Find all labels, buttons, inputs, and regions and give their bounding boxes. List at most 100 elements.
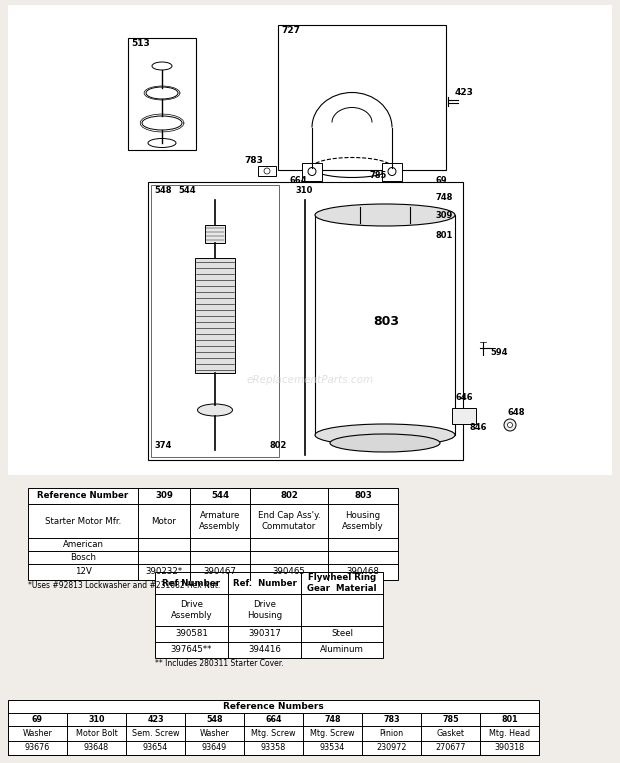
- Text: 310: 310: [88, 715, 105, 724]
- Text: Starter Motor Mfr.: Starter Motor Mfr.: [45, 517, 121, 526]
- Text: 785: 785: [442, 715, 459, 724]
- Text: American: American: [63, 540, 104, 549]
- Text: 12V: 12V: [74, 568, 91, 577]
- Text: Housing
Assembly: Housing Assembly: [342, 511, 384, 531]
- Text: 785: 785: [370, 171, 388, 180]
- Text: 93649: 93649: [202, 743, 227, 752]
- Ellipse shape: [142, 116, 182, 130]
- Text: 727: 727: [281, 26, 300, 35]
- Text: 423: 423: [147, 715, 164, 724]
- Text: Drive
Housing: Drive Housing: [247, 600, 282, 620]
- FancyBboxPatch shape: [151, 185, 279, 457]
- Text: 309: 309: [435, 211, 452, 220]
- Text: Ref.  Number: Ref. Number: [232, 578, 296, 588]
- Text: 548: 548: [206, 715, 223, 724]
- FancyBboxPatch shape: [278, 25, 446, 170]
- FancyBboxPatch shape: [452, 408, 476, 424]
- Text: 230972: 230972: [376, 743, 407, 752]
- Text: eReplacementParts.com: eReplacementParts.com: [246, 375, 374, 385]
- Text: 390467: 390467: [203, 568, 236, 577]
- Text: 783: 783: [383, 715, 400, 724]
- Text: 802: 802: [270, 441, 288, 450]
- Text: Mtg. Head: Mtg. Head: [489, 729, 530, 738]
- Text: 748: 748: [435, 193, 453, 202]
- Text: Drive
Assembly: Drive Assembly: [170, 600, 212, 620]
- Ellipse shape: [148, 139, 176, 147]
- Text: 748: 748: [324, 715, 341, 724]
- Text: 646: 646: [455, 393, 472, 402]
- Bar: [155, 572, 383, 658]
- Ellipse shape: [146, 87, 178, 99]
- Text: 801: 801: [501, 715, 518, 724]
- Ellipse shape: [198, 404, 232, 416]
- Text: Motor: Motor: [151, 517, 177, 526]
- Text: ** Includes 280311 Starter Cover.: ** Includes 280311 Starter Cover.: [155, 659, 283, 668]
- Text: Mtg. Screw: Mtg. Screw: [251, 729, 296, 738]
- Text: 423: 423: [455, 88, 474, 97]
- Text: Gasket: Gasket: [436, 729, 464, 738]
- Bar: [205, 225, 225, 243]
- Text: 390318: 390318: [494, 743, 525, 752]
- Text: 93358: 93358: [261, 743, 286, 752]
- Text: *Uses #92813 Lockwasher and #231082 Hex Nut.: *Uses #92813 Lockwasher and #231082 Hex …: [28, 581, 220, 590]
- Text: Washer: Washer: [22, 729, 53, 738]
- Ellipse shape: [152, 62, 172, 70]
- Text: 93654: 93654: [143, 743, 168, 752]
- Text: 310: 310: [295, 186, 312, 195]
- Text: 394416: 394416: [248, 645, 281, 655]
- Circle shape: [264, 168, 270, 174]
- Ellipse shape: [315, 424, 455, 446]
- Text: Washer: Washer: [200, 729, 229, 738]
- Bar: [195, 258, 235, 373]
- Text: Pinion: Pinion: [379, 729, 404, 738]
- Text: 93648: 93648: [84, 743, 109, 752]
- Text: 803: 803: [373, 315, 399, 328]
- Text: 544: 544: [178, 186, 196, 195]
- Text: Motor Bolt: Motor Bolt: [76, 729, 117, 738]
- FancyBboxPatch shape: [302, 163, 322, 181]
- Text: 548: 548: [154, 186, 172, 195]
- Text: 803: 803: [354, 491, 372, 501]
- Circle shape: [508, 423, 513, 427]
- Text: 390581: 390581: [175, 629, 208, 639]
- FancyBboxPatch shape: [258, 166, 276, 176]
- Text: 544: 544: [211, 491, 229, 501]
- Text: 783: 783: [244, 156, 263, 165]
- Text: 594: 594: [490, 348, 508, 357]
- Ellipse shape: [330, 434, 440, 452]
- Text: 648: 648: [508, 408, 526, 417]
- Text: 93676: 93676: [25, 743, 50, 752]
- Bar: [8, 700, 539, 755]
- Text: 390232*: 390232*: [146, 568, 182, 577]
- Text: Reference Numbers: Reference Numbers: [223, 702, 324, 711]
- Text: 69: 69: [435, 176, 446, 185]
- Text: Armature
Assembly: Armature Assembly: [199, 511, 241, 531]
- Text: 802: 802: [280, 491, 298, 501]
- Text: 664: 664: [265, 715, 281, 724]
- FancyBboxPatch shape: [128, 38, 196, 150]
- Text: Ref Number: Ref Number: [162, 578, 221, 588]
- Text: 374: 374: [154, 441, 171, 450]
- Text: 390468: 390468: [347, 568, 379, 577]
- Circle shape: [388, 168, 396, 175]
- Ellipse shape: [315, 204, 455, 226]
- Text: 69: 69: [32, 715, 43, 724]
- Text: Bosch: Bosch: [70, 553, 96, 562]
- FancyBboxPatch shape: [148, 182, 463, 460]
- Text: 513: 513: [131, 39, 150, 48]
- Text: Reference Number: Reference Number: [37, 491, 128, 501]
- Text: End Cap Ass'y.
Commutator: End Cap Ass'y. Commutator: [258, 511, 321, 531]
- Text: Aluminum: Aluminum: [320, 645, 364, 655]
- Circle shape: [504, 419, 516, 431]
- Text: Mtg. Screw: Mtg. Screw: [310, 729, 355, 738]
- Text: Sem. Screw: Sem. Screw: [131, 729, 179, 738]
- Text: Steel: Steel: [331, 629, 353, 639]
- Bar: [28, 488, 398, 580]
- FancyBboxPatch shape: [382, 163, 402, 181]
- Circle shape: [308, 168, 316, 175]
- Text: 93534: 93534: [320, 743, 345, 752]
- Text: 664: 664: [290, 176, 308, 185]
- Text: Flywheel Ring
Gear  Material: Flywheel Ring Gear Material: [308, 573, 377, 593]
- Bar: [315, 215, 455, 435]
- Text: 390317: 390317: [248, 629, 281, 639]
